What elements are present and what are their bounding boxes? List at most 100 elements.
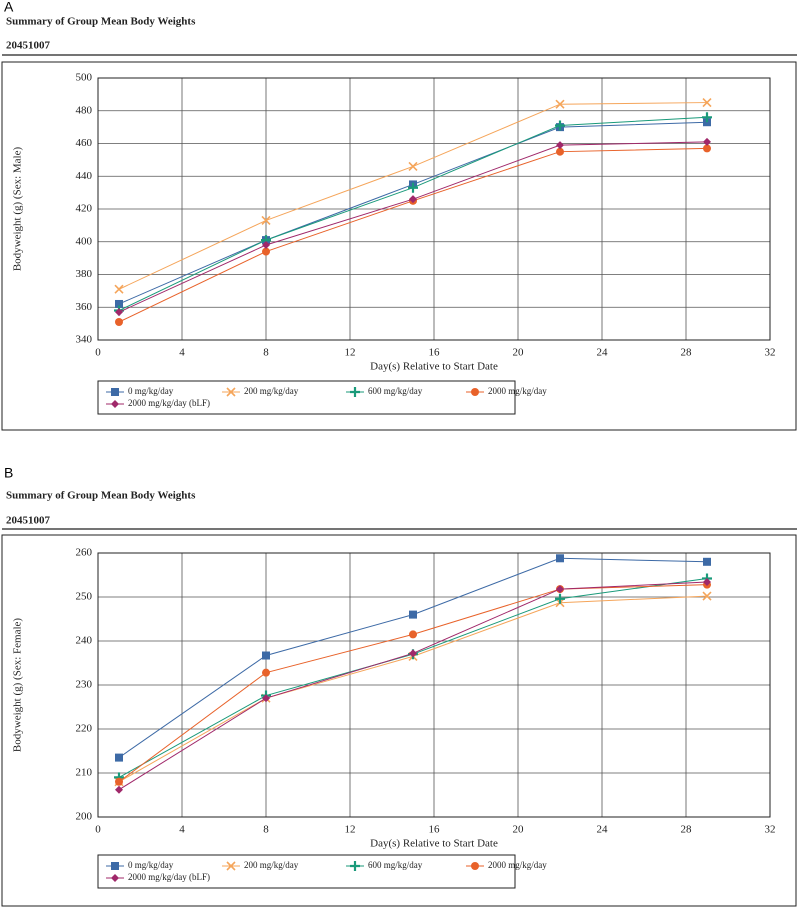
x-tick-label: 28 [681,824,693,836]
y-tick-label: 210 [76,767,93,779]
series-line [118,116,708,311]
legend-label: 0 mg/kg/day [128,860,174,870]
plot-frame [97,552,771,818]
chart-frame [1,534,797,907]
marker [226,861,236,871]
legend-label: 200 mg/kg/day [244,860,299,870]
marker [409,195,417,204]
marker [115,753,123,762]
marker [111,388,119,396]
marker [471,862,479,870]
x-tick-label: 16 [429,824,441,836]
y-tick-label: 260 [76,547,93,559]
panel-label: B [4,465,13,481]
marker [115,785,123,794]
y-tick-label: 440 [76,170,93,182]
marker [262,668,270,677]
marker [111,400,119,408]
marker [262,694,270,703]
y-tick-label: 220 [76,723,93,735]
chart-subtitle: 20451007 [6,515,51,527]
series-line [118,147,708,323]
y-axis-label: Bodyweight (g) (Sex: Male) [12,146,24,271]
legend-label: 2000 mg/kg/day [488,860,547,870]
legend-label: 200 mg/kg/day [244,386,299,396]
legend-label: 0 mg/kg/day [128,386,174,396]
marker [350,387,360,397]
marker [409,630,417,639]
panel-label: A [4,0,14,15]
x-tick-label: 0 [95,824,101,836]
legend-label: 2000 mg/kg/day [488,386,547,396]
y-tick-label: 230 [76,679,93,691]
marker [115,299,123,308]
marker [350,861,360,871]
x-tick-label: 20 [513,347,525,359]
x-tick-label: 20 [513,824,525,836]
legend-label: 600 mg/kg/day [368,860,423,870]
marker [262,651,270,660]
x-tick-label: 4 [179,347,185,359]
y-axis-label: Bodyweight (g) (Sex: Female) [12,618,24,752]
marker [556,147,564,156]
chart-subtitle: 20451007 [6,40,51,52]
y-tick-label: 500 [76,72,93,84]
legend-label: 2000 mg/kg/day (bLF) [128,398,210,408]
marker [115,308,123,317]
marker [261,215,271,226]
y-tick-label: 380 [76,268,93,280]
marker [556,141,564,150]
marker [702,591,712,601]
series-line [118,578,708,778]
marker [702,97,712,108]
y-tick-label: 400 [76,235,93,247]
marker [471,388,479,396]
marker [115,777,123,786]
x-tick-label: 16 [429,347,441,359]
series-line [118,121,708,305]
marker [555,99,565,109]
marker [555,120,565,131]
marker [262,247,270,256]
marker [556,554,564,563]
x-tick-label: 28 [681,347,693,359]
marker [408,182,418,193]
chart-frame [1,61,797,431]
x-tick-label: 32 [765,824,776,836]
marker [408,161,418,171]
x-tick-label: 8 [263,347,269,359]
marker [115,317,123,326]
x-tick-label: 0 [95,347,101,359]
marker [703,578,711,587]
x-tick-label: 8 [263,824,269,836]
y-tick-label: 360 [76,301,93,313]
x-tick-label: 24 [597,824,609,836]
x-tick-label: 12 [345,824,356,836]
marker [226,387,236,397]
marker [114,284,124,294]
marker [555,593,565,604]
plot-frame [97,77,771,341]
marker [703,557,711,566]
marker [703,137,711,146]
legend-label: 600 mg/kg/day [368,386,423,396]
chart-title: Summary of Group Mean Body Weights [6,490,196,502]
x-tick-label: 4 [179,824,185,836]
x-axis-label: Day(s) Relative to Start Date [370,838,498,850]
y-tick-label: 460 [76,137,93,149]
y-tick-label: 200 [76,811,93,823]
legend-label: 2000 mg/kg/day (bLF) [128,872,210,882]
x-axis-label: Day(s) Relative to Start Date [370,361,498,373]
chart-title: Summary of Group Mean Body Weights [6,16,196,28]
marker [111,862,119,870]
marker [556,585,564,594]
marker [702,112,712,123]
y-tick-label: 340 [76,334,93,346]
legend-frame [97,854,516,889]
marker [111,874,119,882]
marker [409,610,417,619]
marker [703,144,711,153]
x-tick-label: 32 [765,347,776,359]
